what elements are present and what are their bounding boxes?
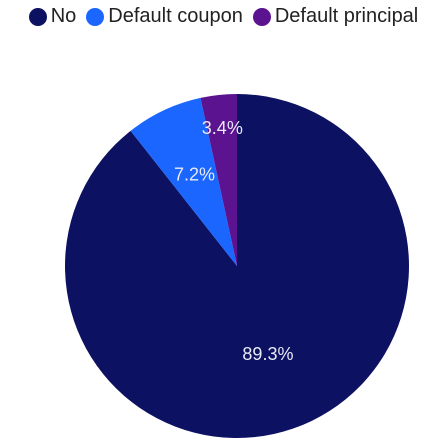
pie-slice-default-coupon[interactable] [130, 97, 237, 266]
legend-swatch-default-principal [252, 7, 271, 26]
legend-label-default-principal: Default principal [274, 5, 419, 27]
legend-label-no: No [50, 5, 77, 27]
pie-slice-no[interactable] [64, 94, 409, 439]
legend: No Default coupon Default principal [0, 5, 447, 28]
slice-label-default-principal: 3.4% [202, 118, 243, 138]
slice-label-no: 89.3% [242, 344, 293, 364]
legend-item-default-coupon[interactable]: Default coupon [86, 5, 243, 28]
legend-label-default-coupon: Default coupon [108, 5, 243, 27]
slice-label-default-coupon: 7.2% [174, 165, 215, 185]
pie-slice-default-principal[interactable] [200, 94, 237, 266]
legend-item-no[interactable]: No [28, 5, 77, 28]
legend-swatch-no [28, 7, 47, 26]
legend-item-default-principal[interactable]: Default principal [252, 5, 419, 28]
legend-swatch-default-coupon [86, 7, 105, 26]
